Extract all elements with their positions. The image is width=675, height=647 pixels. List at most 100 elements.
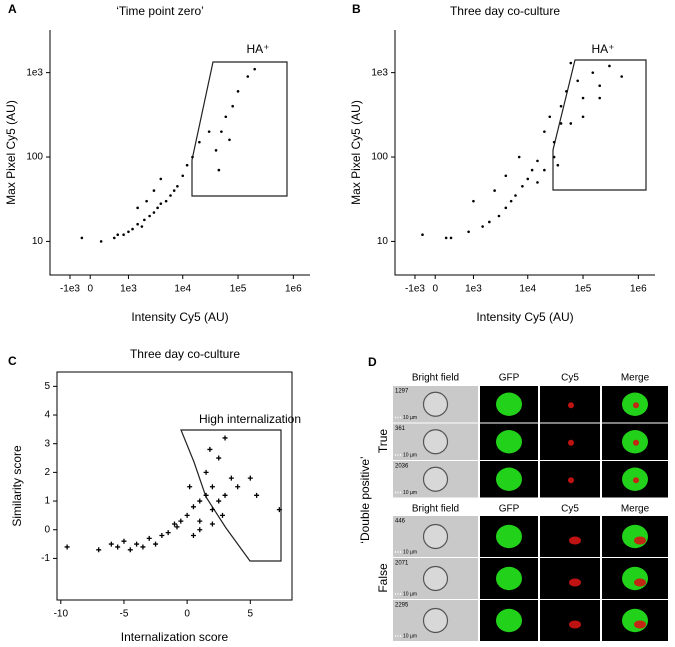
row-group-label: ‘Double positive’ [358,456,372,543]
point [131,227,134,231]
point [112,236,116,240]
x-tick-label: 1e4 [519,284,536,295]
x-tick-label: 1e6 [630,284,647,295]
point [209,484,215,490]
point [140,544,146,550]
point [80,236,84,240]
point [187,484,193,490]
point [116,233,120,237]
point [559,122,563,125]
x-axis-label: Intensity Cy5 (AU) [131,310,228,324]
point [178,518,184,524]
point [159,532,165,538]
y-tick-label: 3 [44,438,50,449]
gfp-signal [496,467,522,491]
point [581,96,585,100]
point [164,199,168,203]
point [228,138,231,142]
point [197,518,203,524]
x-tick-label: 0 [184,609,190,620]
y-tick-label: 10 [32,236,44,247]
point [253,67,256,71]
point [172,521,177,527]
x-tick-label: 1e5 [230,284,247,295]
point [216,455,222,461]
y-tick-label: 1 [44,496,50,507]
point [222,435,228,441]
point [156,206,159,210]
point [190,532,196,538]
panel-letter: C [8,354,17,368]
cell-id: 2036 [395,464,409,470]
point [236,90,240,93]
cy5-signal [633,439,639,446]
point [121,538,127,544]
cy5-signal [633,477,639,484]
point [246,75,250,78]
panel-letter: B [352,2,361,16]
point [581,115,585,119]
y-tick-label: 2 [44,467,50,478]
point [220,130,223,133]
axis-line [394,30,655,276]
point [115,544,121,550]
point [176,184,179,188]
y-tick-label: 1e3 [371,67,388,78]
point [169,194,172,197]
point [184,512,190,518]
cy5-signal [569,620,581,629]
point [569,61,573,65]
cell-id: 2071 [395,561,409,567]
point [207,130,211,133]
point [197,527,203,533]
point [536,159,539,163]
x-tick-label: -10 [54,609,69,620]
point [247,475,253,481]
point [472,199,475,203]
point [536,181,539,184]
x-tick-label: -5 [120,609,129,620]
gfp-signal [622,566,648,591]
fluorescence-image [540,600,600,641]
scale-bar: 10 µm [403,415,417,421]
fluorescence-image [540,516,600,557]
point [191,155,194,159]
point [569,122,573,125]
point [228,475,234,481]
point [488,220,491,224]
annotation: HA⁺ [591,42,614,56]
cell [422,429,449,455]
point [620,75,624,78]
axis-line [49,30,310,276]
row-label: True [376,429,390,454]
column-header: Bright field [412,373,459,384]
point [143,218,146,222]
cy5-signal [568,439,574,446]
point [159,202,163,205]
point [517,155,521,159]
cell [422,523,449,550]
x-tick-label: 1e3 [465,284,482,295]
gfp-signal [622,608,648,633]
y-tick-label: 5 [44,381,50,392]
point [565,90,568,93]
gate [191,61,288,197]
cy5-signal [634,536,646,545]
column-header: Bright field [412,504,459,515]
scale-bar: 10 µm [403,633,417,639]
x-tick-label: 0 [432,284,438,295]
point [198,140,201,144]
point [216,498,222,504]
point [530,168,534,172]
y-axis-label: Similarity score [10,445,24,527]
point [543,130,546,133]
scale-bar: 10 µm [403,452,417,458]
point [136,222,139,226]
point [235,484,241,490]
point [497,214,501,218]
point [197,498,203,504]
x-axis-label: Internalization score [121,630,229,644]
cy5-signal [569,578,581,587]
cy5-signal [634,620,646,629]
gate [552,59,647,191]
